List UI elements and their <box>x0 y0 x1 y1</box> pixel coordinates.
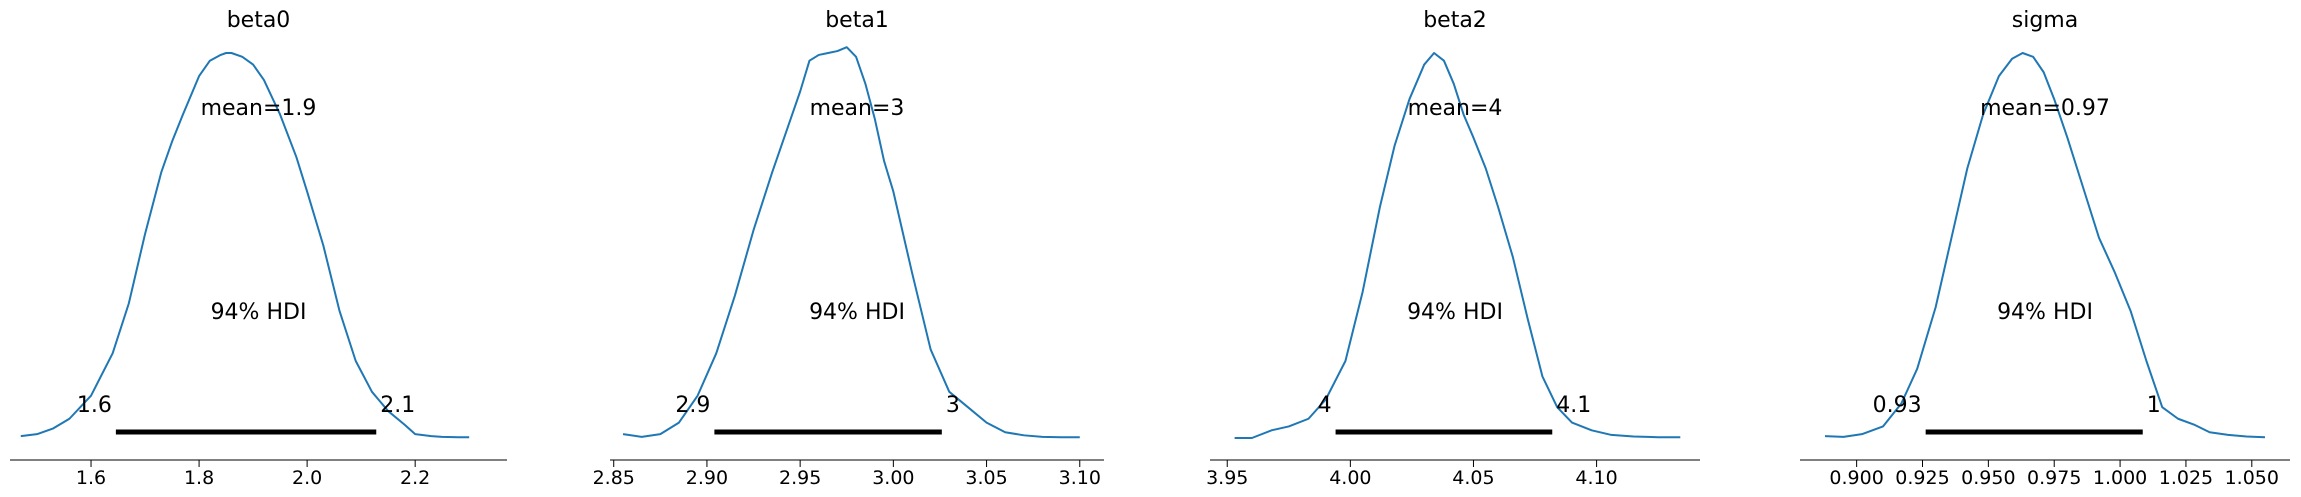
x-tick-label: 2.0 <box>292 467 322 489</box>
panel-beta0: beta0 mean=1.9 94% HDI 1.6 2.1 1.6 1.8 2.0 2.2 <box>10 8 507 489</box>
hdi-low-label: 2.9 <box>675 393 710 418</box>
x-tick-label: 3.00 <box>872 467 914 489</box>
hdi-high-label: 4.1 <box>1556 393 1591 418</box>
hdi-label: 94% HDI <box>211 300 307 325</box>
hdi-high-label: 1 <box>2147 393 2161 418</box>
x-tick-label: 1.8 <box>184 467 214 489</box>
x-tick-label: 4.10 <box>1575 467 1617 489</box>
panel-title: sigma <box>2012 8 2078 33</box>
x-tick-label: 0.950 <box>1961 467 2015 489</box>
hdi-low-label: 1.6 <box>77 393 112 418</box>
hdi-low-label: 0.93 <box>1873 393 1922 418</box>
x-tick-label: 3.10 <box>1059 467 1101 489</box>
density-curve <box>20 52 470 439</box>
panel-title: beta1 <box>825 8 889 33</box>
x-tick-label: 3.05 <box>965 467 1007 489</box>
panel-sigma: sigma mean=0.97 94% HDI 0.93 1 0.900 0.925 0.95… <box>1800 8 2290 489</box>
hdi-low-label: 4 <box>1318 393 1332 418</box>
x-tick-label: 0.900 <box>1829 467 1883 489</box>
hdi-label: 94% HDI <box>1997 300 2093 325</box>
x-tick-label: 0.925 <box>1895 467 1949 489</box>
hdi-high-label: 2.1 <box>380 393 415 418</box>
density-curve <box>622 46 1080 439</box>
x-tick-label: 3.95 <box>1206 467 1248 489</box>
x-tick-label: 1.050 <box>2225 467 2279 489</box>
x-tick-label: 0.975 <box>2027 467 2081 489</box>
x-tick-label: 4.05 <box>1452 467 1494 489</box>
density-curve <box>1824 52 2266 439</box>
hdi-label: 94% HDI <box>1407 300 1503 325</box>
x-tick-label: 2.2 <box>400 467 430 489</box>
panel-beta1: beta1 mean=3 94% HDI 2.9 3 2.85 2.90 2.95 3.00 3.… <box>593 8 1104 489</box>
mean-label: mean=4 <box>1408 96 1503 121</box>
x-tick-label: 1.025 <box>2159 467 2213 489</box>
mean-label: mean=0.97 <box>1980 96 2110 121</box>
x-tick-label: 2.90 <box>686 467 728 489</box>
x-tick-label: 1.000 <box>2093 467 2147 489</box>
x-tick-label: 2.95 <box>779 467 821 489</box>
density-curve <box>1234 52 1681 439</box>
panel-title: beta0 <box>227 8 291 33</box>
mean-label: mean=3 <box>810 96 905 121</box>
mean-label: mean=1.9 <box>201 96 317 121</box>
panel-beta2: beta2 mean=4 94% HDI 4 4.1 3.95 4.00 4.05 4.10 <box>1206 8 1700 489</box>
x-tick-label: 4.00 <box>1329 467 1371 489</box>
x-tick-label: 2.85 <box>593 467 635 489</box>
hdi-label: 94% HDI <box>809 300 905 325</box>
hdi-high-label: 3 <box>946 393 960 418</box>
panel-title: beta2 <box>1423 8 1487 33</box>
x-tick-label: 1.6 <box>76 467 106 489</box>
